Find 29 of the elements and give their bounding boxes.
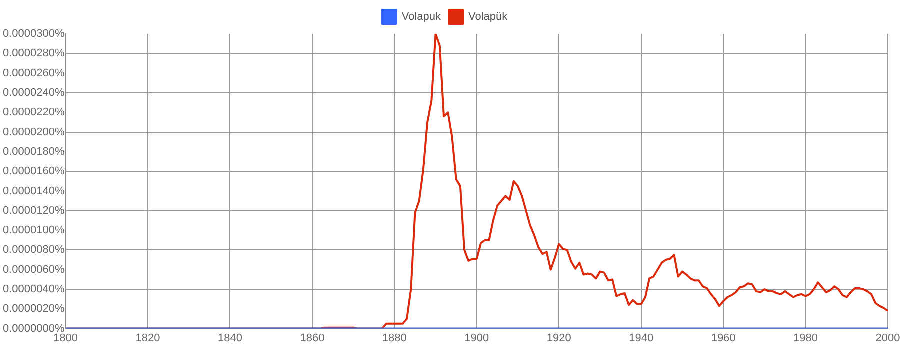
- y-tick-label: 0.0000060%: [2, 264, 65, 276]
- x-tick-label: 1820: [136, 332, 160, 344]
- y-tick-label: 0.0000260%: [2, 67, 65, 80]
- x-tick-label: 1880: [382, 332, 407, 344]
- x-tick-label: 1940: [629, 332, 654, 344]
- y-tick-label: 0.0000240%: [2, 86, 65, 99]
- x-tick-label: 1860: [300, 332, 325, 344]
- y-tick-label: 0.0000300%: [2, 28, 65, 40]
- y-tick-label: 0.0000040%: [2, 284, 65, 296]
- y-tick-label: 0.0000180%: [2, 146, 65, 158]
- legend-label: Volapuk: [402, 11, 442, 24]
- y-tick-label: 0.0000120%: [2, 204, 65, 217]
- y-tick-label: 0.0000100%: [2, 224, 65, 237]
- x-tick-label: 1900: [464, 332, 490, 344]
- y-tick-label: 0.0000160%: [2, 166, 65, 178]
- y-tick-label: 0.0000280%: [2, 48, 65, 60]
- x-tick-label: 1920: [546, 332, 572, 344]
- x-tick-label: 1840: [218, 332, 242, 344]
- y-tick-label: 0.0000200%: [2, 126, 65, 138]
- x-tick-label: 1800: [54, 332, 78, 344]
- y-tick-label: 0.0000140%: [2, 185, 65, 198]
- legend-label: Volapük: [468, 11, 508, 24]
- x-tick-label: 1960: [711, 332, 736, 344]
- y-tick-label: 0.0000220%: [2, 106, 65, 119]
- y-tick-label: 0.0000020%: [2, 303, 65, 316]
- y-tick-label: 0.0000080%: [2, 244, 65, 256]
- x-tick-label: 2000: [876, 332, 900, 344]
- x-tick-label: 1980: [794, 332, 818, 344]
- y-tick-label: 0.0000000%: [2, 322, 65, 335]
